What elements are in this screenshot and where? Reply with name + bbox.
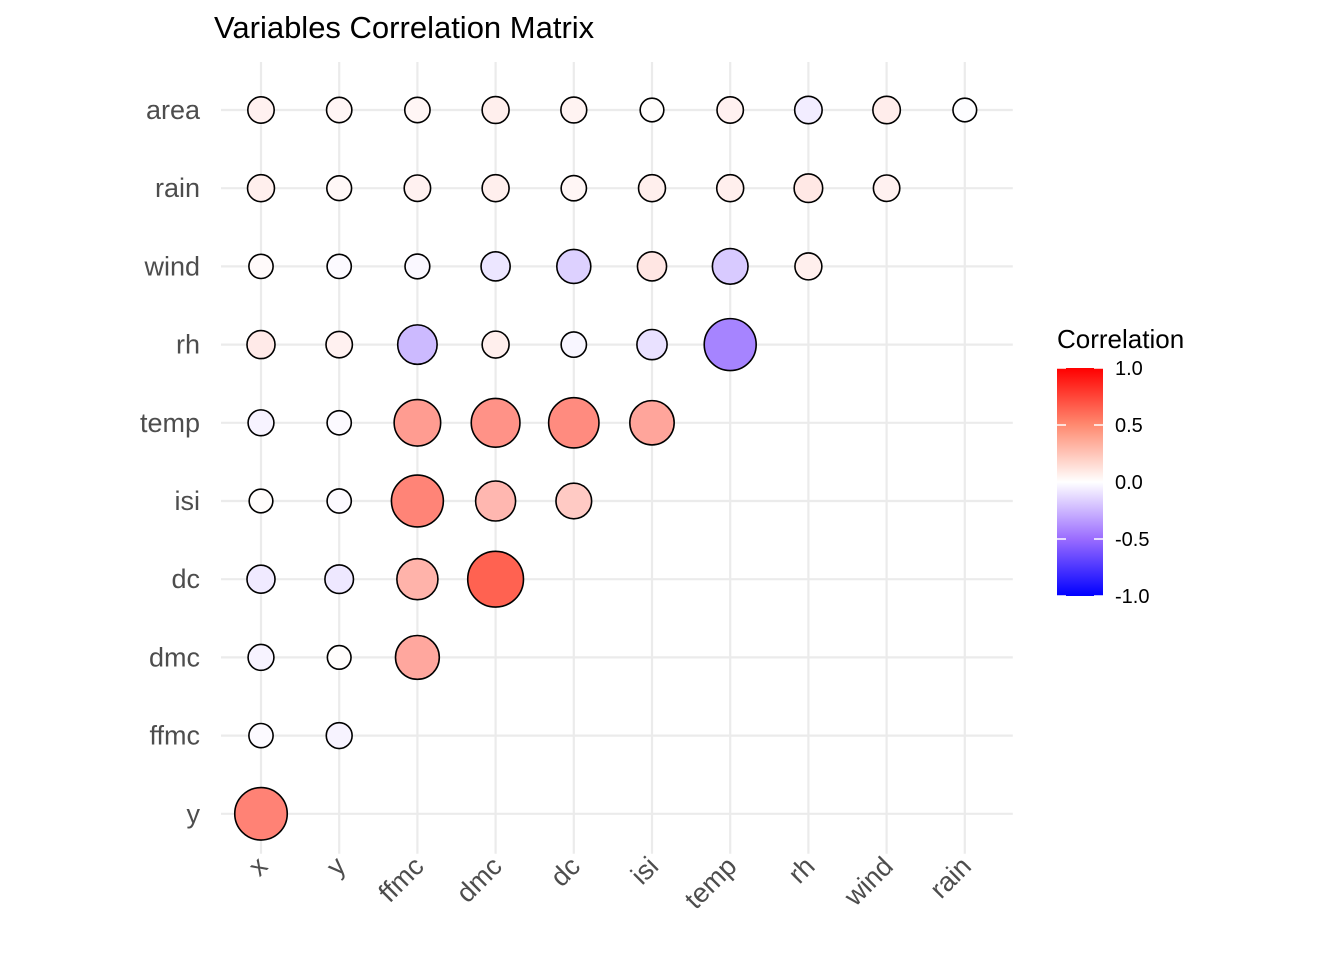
x-tick-label-x: x	[242, 851, 273, 882]
legend-tick-label: 0.0	[1115, 472, 1143, 494]
bubble-temp-wind	[711, 247, 749, 286]
bubble-wind-rain	[872, 174, 901, 203]
bubble-temp-area	[716, 96, 745, 124]
x-tick-label-dmc: dmc	[451, 851, 508, 908]
bubble-isi-rain	[637, 173, 667, 203]
bubble-y-dmc	[326, 644, 352, 671]
bubble-dmc-dc	[466, 550, 525, 608]
bubble-dc-wind	[555, 248, 592, 285]
y-tick-label-y: y	[187, 799, 201, 829]
bubble-dc-temp	[547, 396, 600, 449]
bubble-x-y	[233, 786, 289, 841]
bubble-ffmc-rh	[396, 324, 438, 366]
bubble-y-ffmc	[325, 721, 353, 750]
x-tick-label-wind: wind	[838, 851, 899, 912]
bubble-x-isi	[248, 488, 274, 514]
bubble-dc-area	[560, 96, 588, 124]
bubble-x-area	[247, 96, 275, 124]
bubble-ffmc-dmc	[394, 634, 441, 681]
bubble-isi-temp	[629, 399, 675, 446]
bubble-y-dc	[324, 564, 355, 595]
y-tick-label-rain: rain	[155, 173, 200, 203]
y-tick-label-dmc: dmc	[149, 642, 200, 672]
bubble-y-area	[325, 96, 353, 124]
legend-tick-label: -0.5	[1115, 529, 1149, 551]
bubble-rh-wind	[794, 252, 823, 281]
bubble-y-temp	[326, 409, 353, 436]
x-tick-label-temp: temp	[679, 851, 743, 915]
y-tick-label-dc: dc	[171, 564, 200, 594]
bubble-dmc-isi	[474, 480, 517, 522]
bubble-dc-rh	[560, 331, 588, 359]
bubble-ffmc-isi	[390, 474, 445, 528]
bubble-rh-rain	[793, 173, 824, 204]
bubble-dmc-rh	[481, 330, 510, 359]
bubble-ffmc-dc	[396, 557, 439, 601]
y-tick-label-temp: temp	[140, 408, 200, 438]
chart-title: Variables Correlation Matrix	[214, 10, 595, 45]
bubble-isi-rh	[636, 328, 668, 361]
bubble-dmc-rain	[481, 173, 510, 203]
bubble-dmc-temp	[470, 397, 521, 448]
x-tick-label-rain: rain	[924, 851, 977, 904]
x-tick-label-ffmc: ffmc	[373, 851, 430, 908]
x-tick-label-isi: isi	[625, 851, 664, 890]
x-tick-label-dc: dc	[545, 851, 586, 892]
bubble-rain-area	[952, 97, 978, 123]
bubble-x-wind	[248, 253, 274, 280]
y-tick-label-ffmc: ffmc	[149, 721, 200, 751]
y-tick-label-rh: rh	[176, 330, 200, 360]
bubble-y-isi	[326, 488, 353, 514]
bubble-y-wind	[326, 253, 353, 280]
bubble-ffmc-temp	[393, 398, 442, 447]
legend: 1.0 0.5 0.0 -0.5 -1.0	[1057, 358, 1149, 608]
bubble-y-rh	[325, 330, 354, 359]
legend-title: Correlation	[1057, 324, 1185, 354]
y-tick-label-wind: wind	[143, 251, 200, 281]
legend-tick-label: -1.0	[1115, 586, 1149, 608]
bubble-dc-rain	[560, 174, 588, 202]
bubble-ffmc-rain	[403, 174, 432, 203]
bubble-ffmc-wind	[404, 253, 431, 280]
bubble-temp-rain	[715, 173, 745, 203]
bubble-x-temp	[247, 409, 275, 437]
bubble-dc-isi	[555, 482, 593, 520]
bubble-x-ffmc	[248, 722, 274, 749]
x-tick-label-y: y	[321, 851, 352, 882]
x-tick-label-rh: rh	[782, 851, 820, 889]
y-tick-label-isi: isi	[175, 486, 201, 516]
y-tick-label-area: area	[146, 95, 201, 125]
bubble-x-rain	[246, 173, 276, 203]
bubble-x-dc	[246, 564, 276, 595]
bubble-y-rain	[326, 175, 353, 202]
bubble-x-dmc	[247, 643, 275, 672]
bubble-dmc-wind	[480, 251, 511, 282]
bubble-isi-area	[639, 97, 665, 123]
bubble-isi-wind	[636, 251, 668, 282]
bubble-layer	[233, 95, 978, 841]
bubble-rh-area	[793, 95, 823, 125]
legend-tick-label: 0.5	[1115, 415, 1143, 437]
legend-tick-label: 1.0	[1115, 358, 1143, 380]
bubble-temp-rh	[703, 317, 757, 372]
bubble-x-rh	[246, 329, 276, 360]
bubble-dmc-area	[481, 95, 510, 125]
bubble-ffmc-area	[403, 96, 431, 124]
bubble-wind-area	[872, 95, 902, 125]
